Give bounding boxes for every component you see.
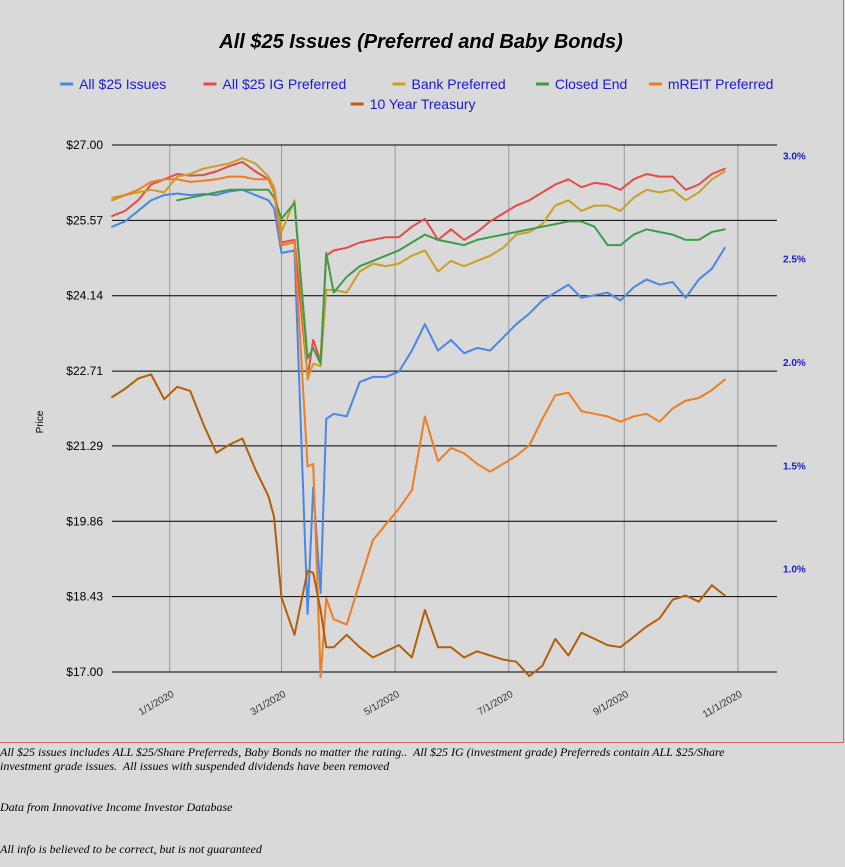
legend-label-10-year-treasury: 10 Year Treasury — [370, 96, 476, 112]
series-line-bank-preferred — [111, 157, 726, 381]
x-tick-label: 1/1/2020 — [137, 689, 177, 718]
x-tick-label: 7/1/2020 — [476, 689, 516, 718]
legend: All $25 Issues All $25 IG Preferred Bank P… — [60, 76, 773, 112]
y-tick-label: $22.71 — [66, 364, 103, 378]
legend-label-closed-end: Closed End — [555, 76, 627, 92]
x-tick-label: 5/1/2020 — [362, 689, 402, 718]
y-axis-right: 3.0% 2.5% 2.0% 1.5% 1.0% — [783, 151, 806, 575]
series-line-all-25-ig-preferred — [111, 160, 726, 378]
y2-tick-label: 2.5% — [783, 255, 806, 266]
y2-tick-label: 1.0% — [783, 565, 806, 576]
y-tick-label: $24.14 — [66, 289, 103, 303]
y-tick-label: $27.00 — [66, 138, 103, 152]
y2-tick-label: 3.0% — [783, 151, 806, 162]
series-line-10-year-treasury — [111, 373, 726, 678]
series-line-mreit-preferred — [111, 175, 726, 679]
y-tick-label: $19.86 — [66, 514, 103, 528]
chart-panel: All $25 Issues (Preferred and Baby Bonds… — [0, 0, 844, 743]
footnote-source: Data from Innovative Income Investor Dat… — [0, 800, 233, 814]
footnote-ratings: All $25 issues includes ALL $25/Share Pr… — [0, 745, 725, 773]
series-line-closed-end — [176, 188, 726, 365]
chart-title: All $25 Issues (Preferred and Baby Bonds… — [218, 31, 623, 53]
y-tick-label: $18.43 — [66, 590, 103, 604]
legend-label-mreit-preferred: mREIT Preferred — [668, 76, 774, 92]
legend-label-bank-preferred: Bank Preferred — [412, 76, 506, 92]
x-axis: 1/1/2020 3/1/2020 5/1/2020 7/1/2020 9/1/2020… — [137, 689, 745, 721]
y-axis-left: $27.00 $25.57 $24.14 $22.71 $21.29 $19.86 $18.… — [66, 138, 103, 679]
series-lines — [111, 157, 726, 679]
y2-tick-label: 2.0% — [783, 358, 806, 369]
x-tick-label: 3/1/2020 — [249, 689, 289, 718]
y-tick-label: $25.57 — [66, 213, 103, 227]
y2-tick-label: 1.5% — [783, 461, 806, 472]
y-tick-label: $17.00 — [66, 665, 103, 679]
grid — [112, 144, 777, 673]
series-line-all-25-issues — [111, 188, 726, 615]
legend-label-all-25-issues: All $25 Issues — [79, 76, 166, 92]
x-tick-label: 11/1/2020 — [701, 689, 745, 721]
legend-label-all-25-ig-preferred: All $25 IG Preferred — [223, 76, 347, 92]
line-chart: All $25 Issues (Preferred and Baby Bonds… — [35, 31, 806, 721]
y-axis-label: Price — [35, 410, 46, 433]
x-tick-label: 9/1/2020 — [592, 689, 632, 718]
y-tick-label: $21.29 — [66, 439, 103, 453]
footnote-disclaimer: All info is believed to be correct, but … — [0, 842, 262, 856]
